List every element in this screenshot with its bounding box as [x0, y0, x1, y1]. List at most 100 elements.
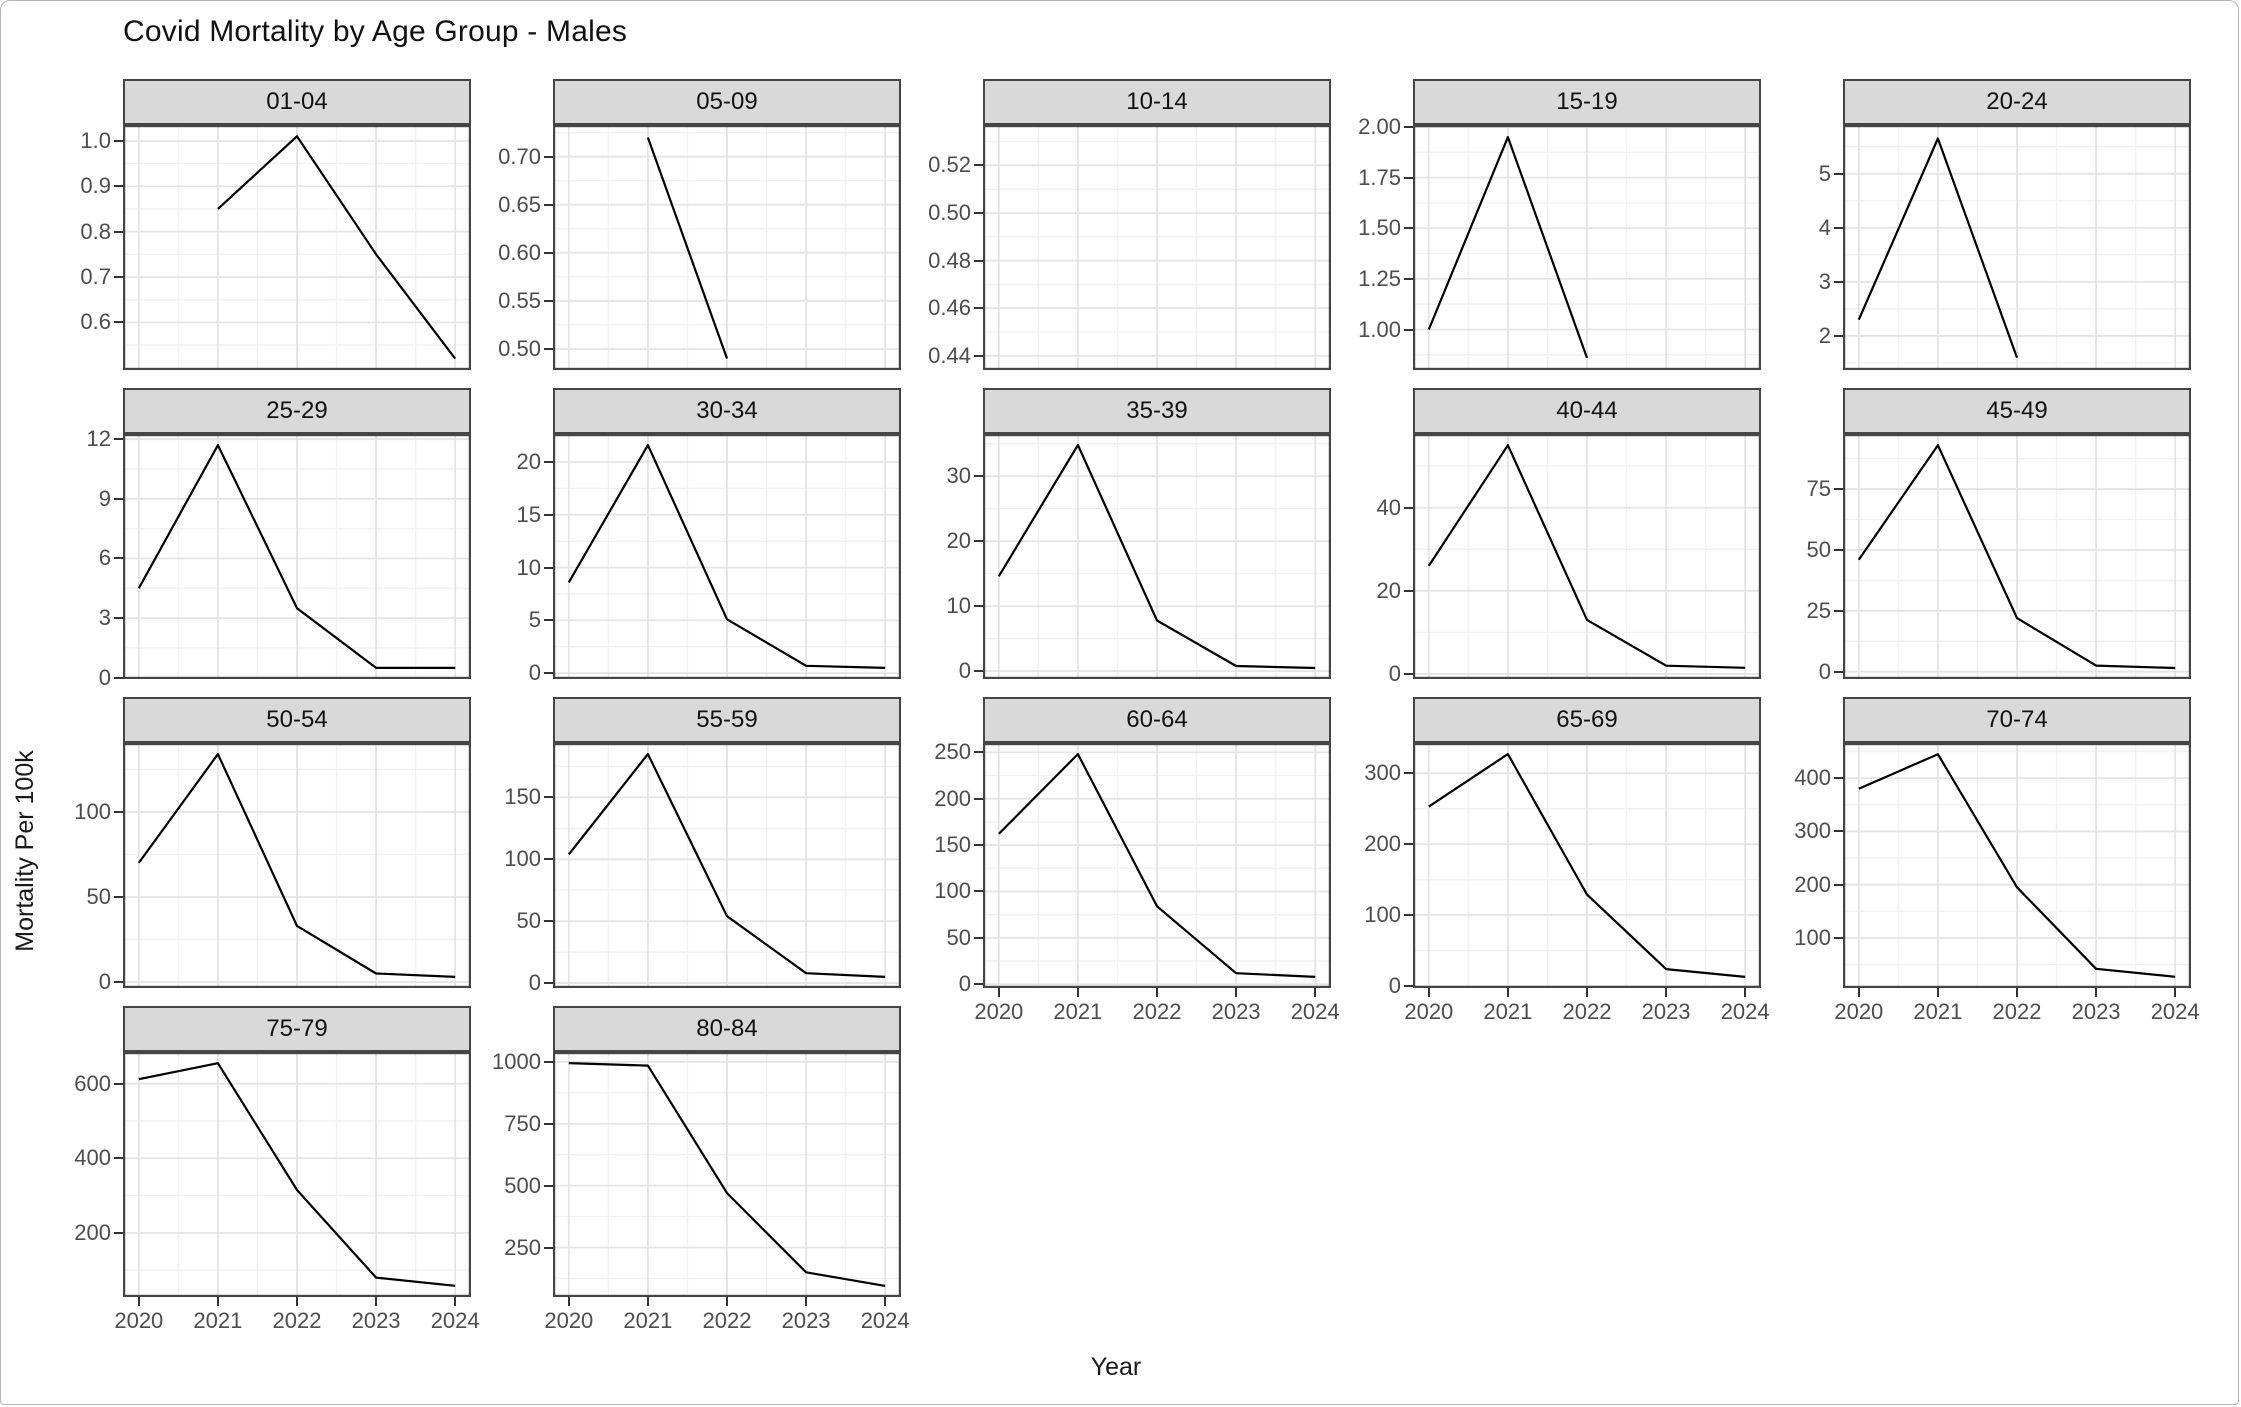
facet-80-84: 80-84 250 500 750 1000 2020 2021 2022 2023 2024 — [471, 1006, 910, 1333]
y-tick-label: 100 — [1364, 902, 1401, 928]
data-line — [1427, 136, 1589, 359]
y-tick-mark — [544, 672, 553, 675]
y-tick-label: 100 — [504, 846, 541, 872]
y-tick-label: 5 — [1818, 160, 1831, 186]
x-tick-label: 2022 — [1562, 999, 1612, 1024]
panel-svg — [1843, 125, 2191, 370]
y-tick-mark — [114, 617, 123, 620]
x-tick-label: 2021 — [1483, 999, 1533, 1024]
y-tick-mark — [974, 354, 983, 357]
panel-svg — [553, 1052, 901, 1297]
facet-75-79: 75-79 200 400 600 2020 2021 2022 2023 2024 — [41, 1006, 480, 1333]
facet-60-64: 60-64 0 50 100 150 200 250 2020 2021 2022 2023 2024 — [901, 697, 1340, 1024]
plot-title: Covid Mortality by Age Group - Males — [123, 15, 628, 48]
y-tick-label: 50 — [86, 883, 111, 909]
y-tick-label: 0.50 — [928, 200, 971, 225]
x-tick-mark — [567, 1297, 570, 1306]
y-tick-mark — [1834, 226, 1843, 229]
data-line — [217, 135, 457, 360]
y-tick-label: 0 — [958, 658, 971, 684]
facet-25-29: 25-29 0 3 6 9 12 — [41, 388, 471, 689]
y-tick-label: 750 — [504, 1110, 541, 1136]
y-tick-mark — [1404, 126, 1413, 129]
x-tick-mark — [805, 1297, 808, 1306]
y-tick-mark — [974, 983, 983, 986]
y-tick-label: 0 — [1388, 661, 1401, 686]
y-tick-label: 1000 — [492, 1048, 541, 1074]
y-tick-label: 4 — [1818, 214, 1831, 240]
y-tick-mark — [974, 307, 983, 310]
y-tick-mark — [544, 920, 553, 923]
y-tick-mark — [1834, 670, 1843, 673]
facet-strip-label: 45-49 — [1843, 388, 2191, 434]
x-tick-label: 2021 — [1053, 999, 1103, 1024]
data-line — [997, 443, 1316, 670]
y-tick-label: 200 — [1364, 831, 1401, 857]
facet-strip-label: 50-54 — [123, 697, 471, 743]
x-tick-label: 2024 — [1720, 999, 1770, 1024]
y-tick-label: 0 — [528, 660, 541, 686]
facet-strip-label: 60-64 — [983, 697, 1331, 743]
x-tick-mark — [2174, 988, 2177, 997]
facet-strip-label: 80-84 — [553, 1006, 901, 1052]
y-tick-mark — [114, 438, 123, 441]
y-tick-label: 12 — [86, 426, 111, 452]
panel-svg — [553, 743, 901, 988]
y-tick-mark — [1404, 914, 1413, 917]
y-tick-mark — [1404, 589, 1413, 592]
x-tick-label: 2023 — [1641, 999, 1691, 1024]
data-line — [568, 1062, 886, 1287]
facet-panel — [123, 743, 471, 988]
facet-panel — [983, 125, 1331, 370]
y-tick-label: 0.70 — [498, 143, 541, 169]
y-axis-title: Mortality Per 100k — [11, 750, 39, 952]
facet-30-34: 30-34 0 5 10 15 20 — [471, 388, 901, 685]
y-tick-mark — [114, 810, 123, 813]
y-tick-mark — [544, 299, 553, 302]
x-tick-mark — [1586, 988, 1588, 997]
y-tick-mark — [1834, 830, 1843, 833]
facet-panel — [1843, 743, 2191, 988]
y-tick-mark — [114, 557, 123, 560]
y-tick-mark — [1404, 985, 1413, 988]
data-line — [567, 444, 886, 669]
y-tick-label: 20 — [1376, 577, 1401, 603]
y-tick-label: 0 — [528, 970, 541, 996]
y-tick-label: 1.25 — [1358, 265, 1401, 291]
y-tick-mark — [1404, 843, 1413, 846]
y-tick-label: 250 — [504, 1234, 541, 1260]
y-tick-label: 30 — [946, 463, 971, 489]
y-tick-label: 0.6 — [80, 309, 111, 335]
x-tick-mark — [1506, 988, 1509, 997]
y-tick-label: 200 — [934, 785, 971, 811]
y-tick-label: 25 — [1806, 597, 1831, 623]
y-tick-mark — [1404, 277, 1413, 280]
y-tick-label: 100 — [74, 798, 111, 824]
y-tick-mark — [974, 670, 983, 673]
y-tick-label: 250 — [934, 739, 971, 765]
y-tick-label: 150 — [504, 784, 541, 810]
data-line — [1857, 444, 2176, 670]
y-tick-label: 10 — [516, 554, 541, 580]
y-tick-mark — [974, 540, 983, 543]
y-tick-mark — [1834, 777, 1843, 780]
data-line — [998, 753, 1316, 978]
y-tick-label: 500 — [504, 1172, 541, 1198]
data-line — [567, 753, 886, 978]
y-tick-label: 0.60 — [498, 239, 541, 265]
y-tick-mark — [544, 619, 553, 622]
y-tick-label: 50 — [1806, 536, 1831, 562]
y-tick-mark — [544, 566, 553, 569]
y-tick-mark — [1404, 506, 1413, 509]
panel-svg — [123, 434, 471, 679]
y-tick-label: 6 — [98, 545, 111, 571]
facet-15-19: 15-19 1.00 1.25 1.50 1.75 2.00 — [1331, 79, 1761, 370]
y-tick-mark — [544, 796, 553, 799]
x-tick-label: 2020 — [114, 1308, 164, 1333]
facet-55-59: 55-59 0 50 100 150 — [471, 697, 901, 995]
x-tick-label: 2020 — [1404, 999, 1454, 1024]
facet-40-44: 40-44 0 20 40 — [1331, 388, 1761, 686]
y-tick-mark — [114, 139, 123, 142]
x-axis: 2020 2021 2022 2023 2024 — [1834, 988, 2200, 1032]
